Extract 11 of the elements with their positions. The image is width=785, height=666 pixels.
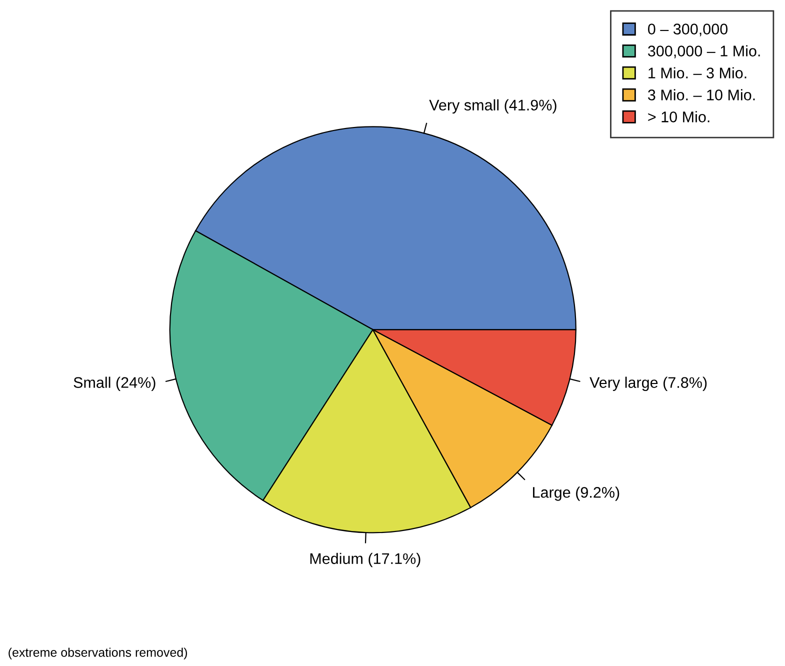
text: (extreme observations removed) — [8, 648, 188, 660]
data-label: Medium (17.1%) — [310, 552, 420, 568]
data-label: Small (24%) — [74, 376, 156, 391]
data-label: Very small (41.9%) — [429, 99, 556, 114]
data-label: Large (9.2%) — [533, 486, 620, 501]
legend-label: 3 Mio. – 10 Mio. — [648, 89, 755, 100]
legend-label: > 10 Mio. — [648, 111, 710, 122]
legend-label: 0 – 300,000 — [648, 24, 728, 36]
legend-label: 300,000 – 1 Mio. — [648, 45, 760, 58]
data-label: Very large (7.8%) — [590, 376, 707, 391]
legend-label: 1 Mio. – 3 Mio. — [648, 67, 746, 78]
